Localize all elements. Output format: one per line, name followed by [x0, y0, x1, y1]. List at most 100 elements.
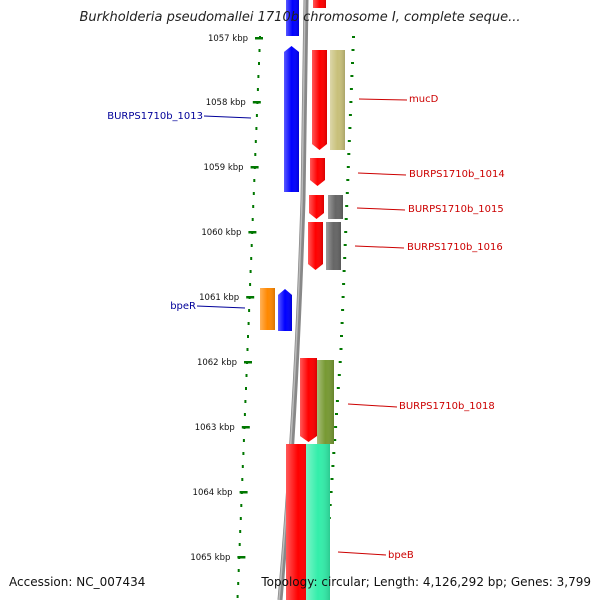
track-dot: [348, 114, 352, 116]
ruler-tick-label: 1060 kbp: [201, 228, 241, 238]
track-dot: [255, 127, 258, 130]
track-dot: [243, 413, 246, 416]
track-dot: [344, 231, 348, 233]
ruler-tick: [252, 101, 261, 104]
gene-bper-shade: [278, 289, 292, 331]
track-dot: [336, 387, 340, 389]
track-dot: [238, 543, 241, 546]
label-leader: [357, 172, 407, 176]
backbone-highlight: [278, 0, 306, 600]
track-dot: [253, 179, 256, 182]
label-leader: [196, 305, 246, 309]
track-dot: [333, 439, 337, 441]
gene-label: mucD: [409, 94, 439, 105]
ruler-tick: [248, 231, 257, 234]
track-dot: [240, 504, 243, 507]
track-dot: [254, 140, 257, 143]
track-dot: [255, 114, 258, 117]
track-dot: [330, 478, 334, 480]
track-dot: [250, 244, 253, 247]
track-dot: [237, 569, 240, 572]
gene-features: [260, 0, 345, 600]
ruler-ticks: 1057 kbp 1058 kbp 1059 kbp 1060 kbp 1061 kbp…: [190, 34, 263, 563]
track-dot: [239, 530, 242, 533]
gene-bper: [278, 289, 292, 331]
track-dot: [244, 400, 247, 403]
track-dot: [337, 374, 341, 376]
gene-blue-top: [286, 0, 299, 36]
track-dot: [251, 218, 254, 221]
track-dot: [351, 49, 355, 51]
track-dot: [349, 88, 353, 90]
track-dot: [245, 387, 247, 390]
ruler-tick-label: 1058 kbp: [206, 98, 246, 108]
gene-label: BURPS1710b_1013: [107, 111, 203, 122]
gene-burps1710b-1018-shade: [300, 358, 317, 442]
gene-label: BURPS1710b_1014: [409, 169, 505, 180]
track-dot: [343, 244, 347, 246]
ruler-tick-label: 1059 kbp: [204, 163, 244, 173]
gene-burps1710b-1015-homolog: [328, 195, 343, 219]
gene-label: bpeB: [388, 550, 414, 561]
track-dot: [347, 140, 351, 142]
gene-burps1710b-1015: [309, 195, 324, 219]
track-dot: [258, 49, 261, 52]
track-dot: [347, 153, 351, 155]
ruler-tick: [244, 361, 252, 364]
track-dot: [241, 478, 244, 481]
gene-mucd-homolog-shade: [330, 50, 345, 150]
track-dot: [248, 309, 251, 312]
gene-burps1710b-1016: [308, 222, 323, 270]
label-leader: [347, 403, 398, 408]
track-dot: [247, 322, 250, 325]
track-dot: [345, 192, 349, 194]
track-dot: [332, 452, 336, 454]
ruler-tick-label: 1057 kbp: [208, 34, 248, 44]
track-dot: [343, 257, 347, 259]
label-leader: [337, 551, 387, 556]
gene-bpeb-homolog: [306, 444, 330, 600]
gene-red-top-shade: [313, 0, 326, 8]
backbone-line: [277, 0, 309, 600]
track-dot: [252, 192, 255, 195]
track-dot: [346, 179, 350, 181]
gene-burps1710b-1018-homolog: [317, 360, 334, 444]
label-leader: [203, 115, 252, 119]
track-dot: [236, 595, 239, 598]
gene-labels: BURPS1710b_1013 bpeR mucD BURPS1710b_1014 BU…: [107, 94, 505, 561]
track-dot: [256, 88, 259, 91]
gene-burps1710b-1015-homolog-shade: [328, 195, 343, 219]
topology-text: Topology: circular; Length: 4,126,292 bp…: [261, 575, 591, 589]
track-dot: [254, 153, 257, 156]
track-dot: [344, 218, 348, 220]
chromosome-backbone: [277, 0, 309, 600]
gene-blue-top-shade: [286, 0, 299, 36]
track-dot: [350, 75, 354, 77]
track-dot: [258, 62, 260, 65]
track-dot: [247, 335, 249, 338]
track-dot: [331, 465, 335, 467]
gene-burps1710b-1018-homolog-shade: [317, 360, 334, 444]
gene-burps1710b-1016-homolog-shade: [326, 222, 341, 270]
ruler-tick: [241, 426, 250, 429]
gene-burps1710b-1013: [284, 46, 299, 192]
gene-burps1710b-1015-shade: [309, 195, 324, 219]
track-dot: [328, 504, 332, 506]
track-dot: [335, 413, 338, 415]
label-leader: [358, 98, 408, 101]
track-dot: [252, 205, 255, 208]
gene-bper-homolog: [260, 288, 275, 330]
track-dot: [334, 426, 338, 428]
track-dot: [250, 257, 253, 260]
track-dot: [351, 62, 354, 64]
gene-mucd-shade: [312, 50, 327, 150]
track-dot: [338, 361, 342, 363]
label-leader: [354, 245, 405, 249]
track-dot: [341, 296, 345, 298]
outer-dotted-track: [236, 36, 261, 598]
track-dot: [340, 322, 344, 324]
map-title: Burkholderia pseudomallei 1710b chromoso…: [79, 10, 521, 25]
track-dot: [341, 309, 345, 311]
ruler-tick: [239, 491, 248, 494]
